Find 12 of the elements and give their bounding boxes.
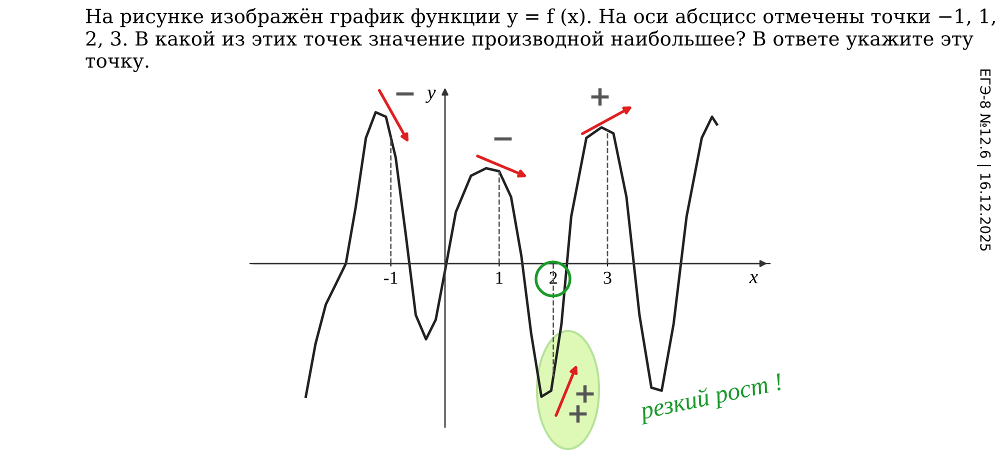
text: −	[396, 92, 414, 96]
annotation: −	[494, 137, 512, 141]
text: +	[569, 405, 587, 423]
x-tick-label: -1	[384, 272, 398, 284]
annotation: +	[576, 385, 594, 403]
x-tick-label: 3	[604, 272, 612, 284]
annotation: резкий рост !	[637, 372, 784, 425]
text: +	[591, 88, 609, 106]
y-axis-title: y	[426, 90, 436, 103]
text: ЕГЭ-8 №12.6 | 16.12.2025	[977, 70, 991, 251]
x-axis-title: x	[749, 274, 758, 284]
x-tick-label: 1	[496, 272, 503, 284]
